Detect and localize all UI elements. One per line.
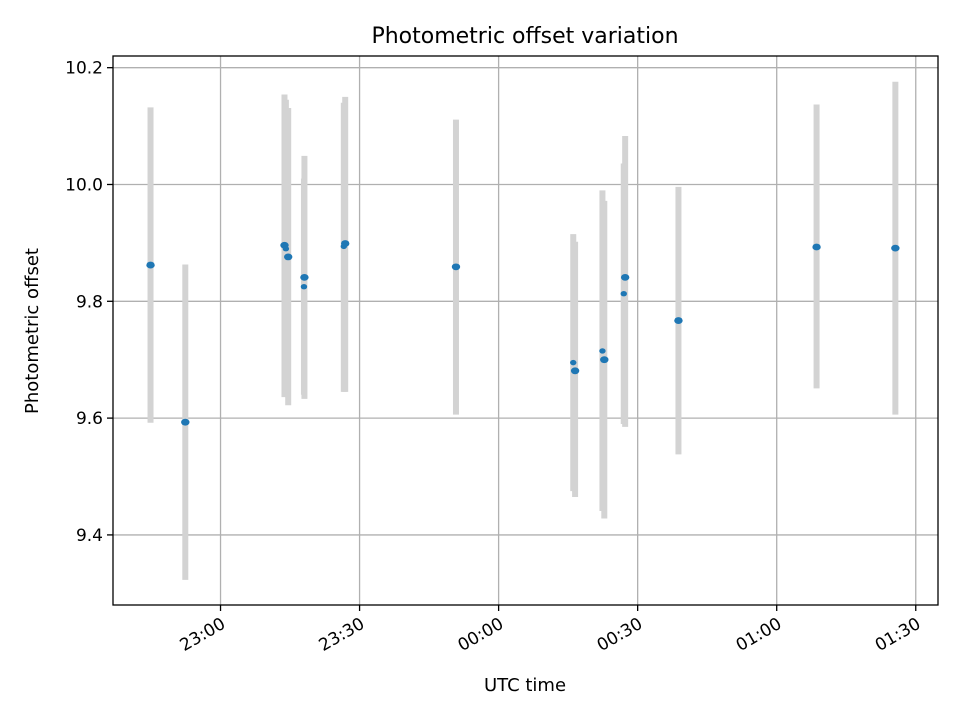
data-point: [620, 273, 630, 281]
x-tick-label: 01:30: [872, 614, 924, 656]
data-point: [812, 243, 821, 251]
y-tick-label: 9.8: [76, 292, 103, 312]
data-point: [341, 240, 350, 247]
y-axis-ticks: 9.4 9.6 9.8 10.0 10.2: [65, 59, 113, 546]
data-point: [146, 261, 155, 269]
y-tick-label: 9.4: [76, 526, 103, 546]
y-tick-label: 9.6: [76, 409, 103, 429]
error-bars: [147, 81, 899, 580]
x-axis-label: UTC time: [484, 675, 566, 696]
y-tick-label: 10.2: [65, 59, 103, 79]
x-tick-label: 01:00: [733, 614, 785, 656]
data-point: [674, 317, 683, 324]
y-tick-label: 10.0: [65, 175, 103, 195]
chart-title: Photometric offset variation: [371, 24, 678, 49]
x-tick-label: 00:30: [594, 614, 646, 656]
y-axis-label: Photometric offset: [22, 248, 43, 414]
data-points: [146, 240, 900, 426]
data-point: [300, 283, 308, 290]
data-point: [599, 348, 606, 354]
grid: [113, 56, 938, 605]
x-axis-ticks: 23:00 23:30 00:00 00:30 01:00 01:30: [177, 605, 924, 656]
data-point: [891, 244, 900, 252]
data-point: [181, 418, 190, 426]
x-tick-label: 23:00: [177, 614, 229, 656]
data-point: [620, 291, 627, 297]
data-point: [570, 359, 577, 366]
data-point: [282, 246, 290, 252]
data-point: [283, 253, 293, 261]
data-point: [451, 263, 461, 271]
plot-frame: [112, 55, 939, 606]
data-point: [600, 356, 609, 364]
data-point: [300, 273, 309, 281]
data-point: [570, 367, 580, 375]
x-tick-label: 00:00: [455, 614, 507, 656]
x-tick-label: 23:30: [316, 614, 368, 656]
